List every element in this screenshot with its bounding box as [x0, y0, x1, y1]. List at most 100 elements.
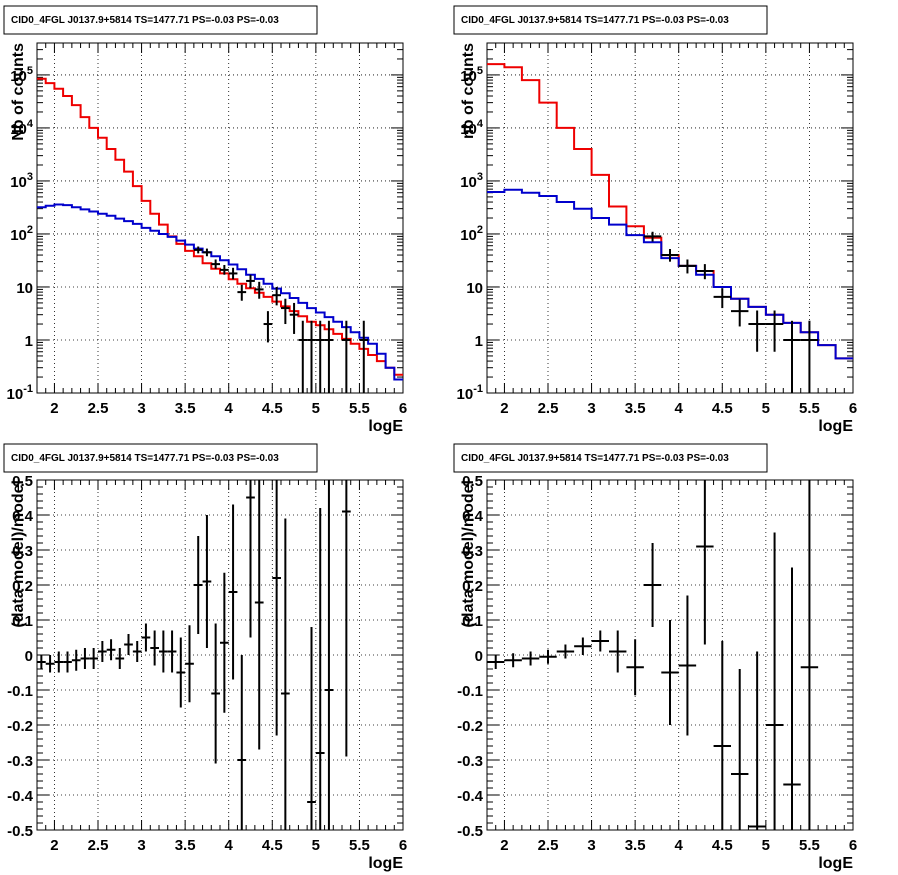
data-point [272, 480, 281, 736]
y-tick-label: 104 [10, 118, 34, 138]
data-point [202, 248, 212, 257]
data-point [678, 259, 697, 274]
data-point [80, 648, 90, 669]
data-point [167, 630, 177, 673]
y-tick-label: 0.5 [12, 473, 33, 490]
data-point [150, 630, 159, 666]
x-tick-label: 4 [675, 400, 684, 417]
y-tick-label: 105 [10, 65, 33, 85]
series-background-line [37, 203, 403, 381]
y-tick-label: 0.4 [12, 508, 34, 525]
x-axis-label: logE [368, 855, 403, 872]
x-tick-label: 5 [312, 400, 320, 417]
x-tick-label: 6 [399, 837, 407, 854]
data-point [696, 264, 714, 280]
x-tick-label: 3 [587, 837, 595, 854]
x-tick-label: 2.5 [88, 400, 109, 417]
data-point [281, 298, 290, 325]
y-tick-label: -0.3 [457, 753, 483, 770]
data-point [643, 543, 662, 627]
x-tick-label: 5 [762, 400, 770, 417]
chart-panel-2: CID0_4FGL J0137.9+5814 TS=1477.71 PS=-0.… [453, 5, 857, 435]
y-tick-label: 0.2 [462, 578, 483, 595]
x-tick-label: 3 [137, 400, 145, 417]
y-tick-label: 105 [460, 65, 483, 85]
data-point [661, 249, 679, 262]
data-point [141, 623, 151, 652]
data-point [211, 623, 220, 764]
data-point [220, 572, 229, 713]
data-point [487, 655, 505, 669]
data-point [254, 281, 264, 299]
data-point [289, 302, 299, 334]
data-point [307, 627, 316, 830]
x-tick-label: 5.5 [349, 400, 370, 417]
x-tick-label: 3.5 [175, 400, 196, 417]
x-tick-label: 5.5 [799, 837, 820, 854]
y-tick-label: 1 [25, 333, 33, 350]
data-point [643, 231, 662, 242]
data-point [748, 310, 766, 352]
y-axis-label: Nb of counts [10, 43, 27, 141]
data-point [246, 274, 255, 289]
x-tick-label: 4.5 [262, 837, 283, 854]
chart-title: CID0_4FGL J0137.9+5814 TS=1477.71 PS=-0.… [11, 15, 279, 26]
y-tick-label: -0.2 [457, 718, 483, 735]
series-model-line [487, 63, 853, 360]
data-point [228, 504, 238, 680]
data-point [220, 264, 229, 275]
data-point [556, 644, 575, 659]
y-tick-label: 0 [25, 648, 33, 665]
data-point [678, 595, 697, 736]
x-tick-label: 2.5 [538, 400, 559, 417]
x-tick-label: 2 [50, 837, 58, 854]
data-point [237, 655, 247, 830]
data-point [713, 641, 731, 830]
data-point [783, 567, 801, 830]
data-point [54, 651, 64, 673]
y-tick-label: -0.5 [457, 823, 483, 840]
data-point [106, 639, 116, 661]
y-tick-label: -0.2 [7, 718, 33, 735]
x-tick-label: 5.5 [799, 400, 820, 417]
data-point [211, 259, 220, 269]
data-point [609, 630, 627, 673]
data-point [696, 480, 714, 645]
x-tick-label: 5.5 [349, 837, 370, 854]
x-tick-label: 3.5 [175, 837, 196, 854]
data-point [315, 320, 325, 393]
data-point [272, 286, 281, 306]
data-point [254, 480, 264, 750]
x-tick-label: 4 [225, 837, 234, 854]
x-tick-label: 2.5 [88, 837, 109, 854]
x-axis-label: logE [818, 418, 853, 435]
data-point [765, 532, 784, 830]
y-tick-label: 10-1 [457, 383, 483, 403]
x-tick-label: 5 [312, 837, 320, 854]
chart-panel-4: CID0_4FGL J0137.9+5814 TS=1477.71 PS=-0.… [453, 443, 857, 872]
x-tick-label: 6 [399, 400, 407, 417]
data-point [731, 669, 749, 830]
data-point [281, 518, 290, 830]
title-box [453, 5, 768, 35]
y-tick-label: -0.3 [7, 753, 33, 770]
data-point [324, 320, 334, 393]
y-tick-label: 10 [466, 280, 483, 297]
data-point [263, 311, 273, 343]
data-point [132, 641, 142, 662]
data-point [37, 655, 46, 669]
data-point [342, 320, 351, 393]
y-tick-label: 0.1 [12, 613, 33, 630]
y-axis-label: (data-model)/model [460, 480, 477, 628]
data-point [202, 515, 212, 648]
title-box [453, 443, 768, 473]
data-point [176, 637, 186, 708]
x-tick-label: 6 [849, 837, 857, 854]
data-point [89, 648, 98, 669]
data-point [237, 284, 247, 301]
title-box [3, 5, 318, 35]
data-point [298, 320, 308, 393]
y-tick-label: 103 [10, 171, 33, 191]
y-tick-label: 0.3 [12, 543, 33, 560]
y-tick-label: 102 [10, 224, 33, 244]
